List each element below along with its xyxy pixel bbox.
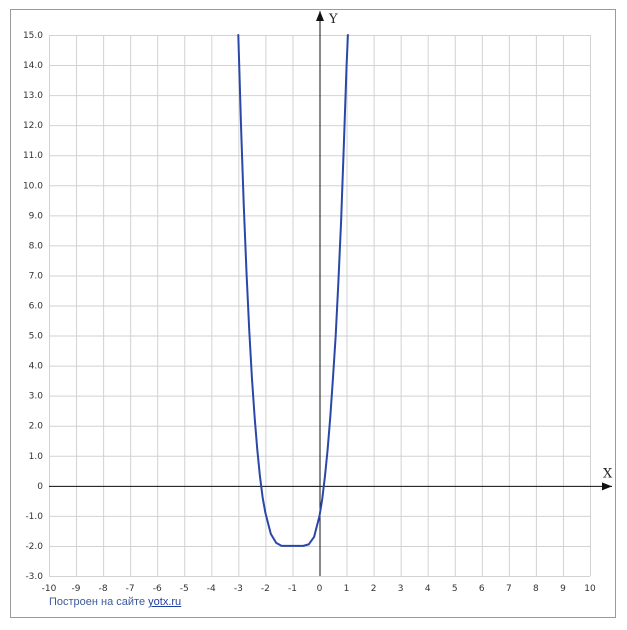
y-tick-label: 3.0 bbox=[29, 392, 44, 402]
y-tick-label: 7.0 bbox=[29, 271, 44, 281]
x-tick-label: -8 bbox=[99, 584, 108, 594]
x-tick-label: 3 bbox=[398, 584, 404, 594]
y-tick-label: 15.0 bbox=[23, 31, 43, 41]
y-tick-label: 0 bbox=[37, 482, 43, 492]
y-tick-labels: -3.0 -2.0 -1.0 0 1.0 2.0 3.0 4.0 5.0 6.0 7.0 8.0 9.0… bbox=[23, 31, 43, 582]
x-tick-label: 4 bbox=[425, 584, 431, 594]
x-tick-label: -10 bbox=[42, 584, 57, 594]
axes bbox=[49, 11, 612, 576]
x-tick-label: -7 bbox=[126, 584, 135, 594]
x-tick-label: -6 bbox=[153, 584, 162, 594]
x-axis-label: X bbox=[603, 466, 613, 481]
y-tick-label: -3.0 bbox=[25, 572, 43, 582]
y-tick-label: 13.0 bbox=[23, 91, 43, 101]
x-tick-label: 2 bbox=[371, 584, 377, 594]
x-tick-label: -5 bbox=[180, 584, 189, 594]
x-tick-label: 7 bbox=[506, 584, 512, 594]
y-tick-label: 9.0 bbox=[29, 211, 44, 221]
function-plot: -10 -9 -8 -7 -6 -5 -4 -3 -2 -1 0 1 2 3 4 5 6 7 8 9 10 -3.0-2… bbox=[23, 11, 613, 594]
x-tick-label: 5 bbox=[452, 584, 458, 594]
y-tick-label: 11.0 bbox=[23, 151, 43, 161]
credit-text: Построен на сайте bbox=[49, 596, 149, 608]
x-tick-label: 10 bbox=[584, 584, 596, 594]
x-tick-label: -4 bbox=[207, 584, 216, 594]
x-tick-label: 1 bbox=[344, 584, 350, 594]
series bbox=[237, 34, 349, 547]
site-credit: Построен на сайте yotx.ru bbox=[49, 596, 181, 608]
y-tick-label: 12.0 bbox=[23, 121, 43, 131]
x-tick-label: 9 bbox=[560, 584, 566, 594]
y-tick-label: 14.0 bbox=[23, 61, 43, 71]
y-axis-label: Y bbox=[328, 12, 338, 27]
x-tick-label: -2 bbox=[261, 584, 270, 594]
x-tick-labels: -10 -9 -8 -7 -6 -5 -4 -3 -2 -1 0 1 2 3 4 5 6 7 8 9 10 bbox=[42, 584, 596, 594]
y-tick-label: -1.0 bbox=[25, 512, 43, 522]
y-tick-label: 1.0 bbox=[29, 452, 44, 462]
y-tick-label: 10.0 bbox=[23, 181, 43, 191]
x-tick-label: 8 bbox=[533, 584, 539, 594]
y-axis-arrow bbox=[316, 11, 324, 21]
x-tick-label: 6 bbox=[479, 584, 485, 594]
x-tick-label: -1 bbox=[288, 584, 297, 594]
credit-link[interactable]: yotx.ru bbox=[148, 596, 182, 608]
x-axis-arrow bbox=[602, 482, 612, 491]
y-tick-label: 6.0 bbox=[29, 302, 44, 312]
x-tick-label: -3 bbox=[234, 584, 243, 594]
series-line bbox=[237, 34, 349, 547]
y-tick-label: 2.0 bbox=[29, 422, 44, 432]
y-tick-label: 8.0 bbox=[29, 241, 44, 251]
y-tick-label: -2.0 bbox=[25, 542, 43, 552]
x-tick-label: -9 bbox=[72, 584, 81, 594]
y-tick-label: 4.0 bbox=[29, 362, 44, 372]
x-tick-label: 0 bbox=[317, 584, 323, 594]
y-tick-label: 5.0 bbox=[29, 332, 44, 342]
chart-frame: -10 -9 -8 -7 -6 -5 -4 -3 -2 -1 0 1 2 3 4 5 6 7 8 9 10 -3.0 -2… bbox=[10, 9, 616, 618]
